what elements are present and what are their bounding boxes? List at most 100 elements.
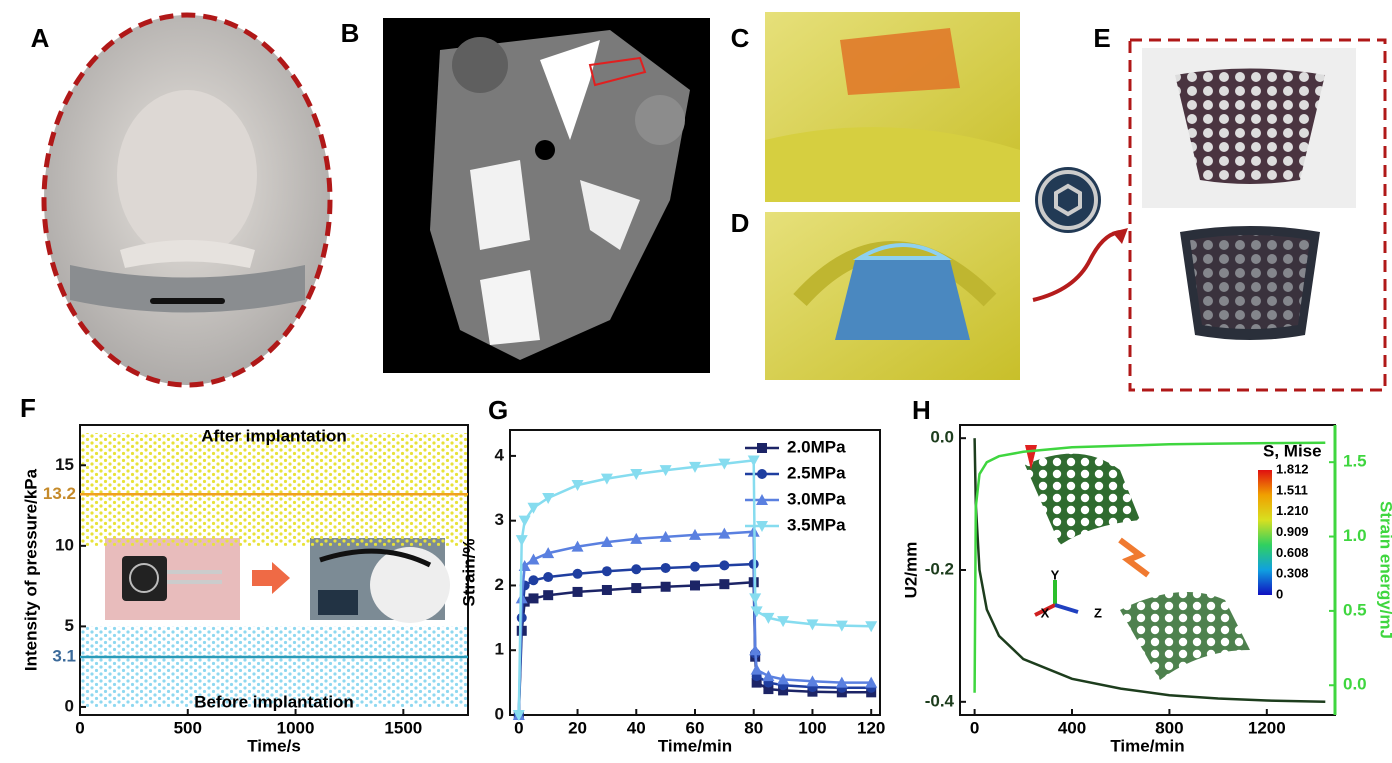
panel-label: H: [912, 395, 931, 425]
scatter-band: [80, 433, 468, 546]
legend-marker: [757, 443, 767, 453]
marker: [543, 590, 553, 600]
y2-tick-label: 0.0: [1343, 675, 1367, 694]
panel-label: B: [341, 18, 360, 48]
marker: [528, 593, 538, 603]
x-tick-label: 40: [627, 718, 646, 737]
mean-label: 13.2: [43, 484, 76, 503]
y-tick-label: 2: [495, 575, 504, 594]
legend-label: 3.5MPa: [787, 515, 846, 534]
x-tick-label: 120: [857, 718, 885, 737]
y-tick-label: 10: [55, 535, 74, 554]
y2-axis-label: Strain energy/mJ: [1377, 501, 1392, 639]
y-tick-label: -0.4: [925, 691, 955, 710]
axis-triad-label: Y: [1051, 567, 1060, 582]
x-tick-label: 400: [1058, 718, 1086, 737]
legend-label: 3.0MPa: [787, 489, 846, 508]
legend-marker: [757, 469, 767, 479]
photo-a: [44, 15, 330, 385]
marker: [690, 562, 700, 572]
y-axis-label: Strain/%: [459, 538, 478, 606]
legend-label: 2.0MPa: [787, 437, 846, 456]
marker: [572, 480, 584, 491]
hex-icon: [1033, 167, 1128, 300]
legend-label: 2.5MPa: [787, 463, 846, 482]
axis-triad-label: X: [1041, 605, 1050, 620]
mesh-insets: [1025, 445, 1250, 680]
y-tick-label: 1: [495, 640, 504, 659]
marker: [602, 566, 612, 576]
marker: [631, 564, 641, 574]
colorbar-label: 1.812: [1276, 461, 1309, 476]
marker: [542, 493, 554, 504]
y-tick-label: 5: [65, 616, 74, 635]
x-tick-label: 0: [970, 718, 979, 737]
panel-label: E: [1093, 23, 1110, 53]
colorbar: [1258, 470, 1272, 595]
annotation: After implantation: [201, 426, 346, 445]
marker: [573, 587, 583, 597]
x-tick-label: 20: [568, 718, 587, 737]
panel-label: D: [731, 208, 750, 238]
panel-label: G: [488, 395, 508, 425]
inset-photos: [105, 538, 450, 623]
series-line: [519, 582, 871, 715]
colorbar-label: 0.308: [1276, 566, 1309, 581]
x-tick-label: 800: [1155, 718, 1183, 737]
photo-e: [1130, 40, 1385, 390]
marker: [573, 569, 583, 579]
annotation: Before implantation: [194, 692, 354, 711]
y-tick-label: 4: [495, 445, 505, 464]
photo-c: [765, 12, 1020, 202]
marker: [661, 563, 671, 573]
x-tick-label: 1000: [277, 718, 315, 737]
y-tick-label: 3: [495, 510, 504, 529]
y-tick-label: 15: [55, 455, 74, 474]
x-tick-label: 1200: [1248, 718, 1286, 737]
panel-label: C: [731, 23, 750, 53]
y-axis-label: U2/mm: [901, 542, 920, 599]
marker: [516, 535, 528, 546]
figure: ABCDEF050010001500051015Time/sIntensity …: [0, 0, 1392, 763]
x-tick-label: 0: [514, 718, 523, 737]
photo-d: [765, 212, 1020, 380]
panel-label: F: [20, 393, 36, 423]
mean-label: 3.1: [52, 646, 76, 665]
x-tick-label: 60: [686, 718, 705, 737]
marker: [749, 644, 761, 655]
x-tick-label: 1500: [384, 718, 422, 737]
y2-tick-label: 1.0: [1343, 526, 1367, 545]
colorbar-label: 0: [1276, 586, 1283, 601]
colorbar-label: 0.608: [1276, 545, 1309, 560]
marker: [751, 606, 763, 617]
marker: [519, 516, 531, 527]
marker: [527, 554, 539, 565]
x-tick-label: 80: [744, 718, 763, 737]
x-axis-label: Time/min: [1110, 736, 1184, 755]
x-axis-label: Time/s: [247, 736, 301, 755]
y-tick-label: -0.2: [925, 559, 954, 578]
marker: [749, 593, 761, 604]
colorbar-label: 0.909: [1276, 524, 1309, 539]
colorbar-label: 1.210: [1276, 503, 1309, 518]
x-axis-label: Time/min: [658, 736, 732, 755]
x-tick-label: 0: [75, 718, 84, 737]
marker: [719, 560, 729, 570]
marker: [719, 579, 729, 589]
colorbar-label: 1.511: [1276, 482, 1308, 497]
photo-b: [383, 18, 710, 373]
axis-triad-label: Z: [1094, 605, 1102, 620]
panel-label: A: [31, 23, 50, 53]
marker: [631, 583, 641, 593]
y-tick-label: 0.0: [930, 428, 954, 447]
x-tick-label: 100: [798, 718, 826, 737]
marker: [762, 670, 774, 681]
marker: [690, 580, 700, 590]
colorbar-title: S, Mise: [1263, 441, 1322, 460]
marker: [661, 582, 671, 592]
marker: [751, 664, 763, 675]
marker: [602, 585, 612, 595]
y-axis-label: Intensity of pressure/kPa: [21, 468, 40, 671]
y-tick-label: 0: [495, 704, 504, 723]
y-tick-label: 0: [65, 696, 74, 715]
